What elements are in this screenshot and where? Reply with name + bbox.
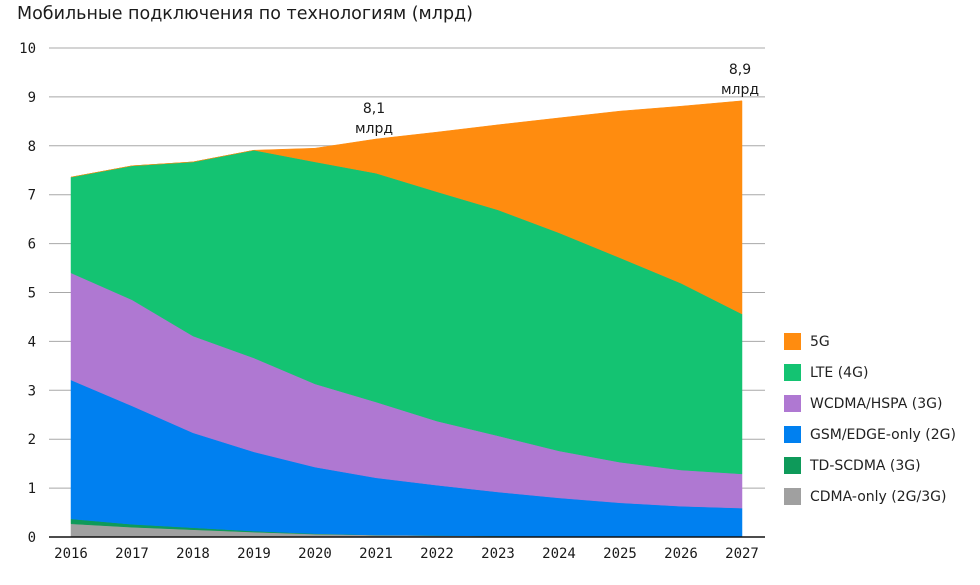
legend-item: 5G — [784, 326, 956, 357]
annotation-unit: млрд — [721, 82, 759, 98]
legend-item: WCDMA/HSPA (3G) — [784, 388, 956, 419]
y-tick-label: 9 — [28, 90, 36, 106]
annotation-value: 8,9 — [729, 62, 751, 78]
legend-item: LTE (4G) — [784, 357, 956, 388]
legend-swatch — [784, 426, 801, 443]
x-tick-label: 2019 — [237, 546, 271, 562]
legend-swatch — [784, 395, 801, 412]
x-tick-label: 2026 — [664, 546, 698, 562]
chart-title: Мобильные подключения по технологиям (мл… — [17, 4, 473, 24]
legend-swatch — [784, 364, 801, 381]
y-tick-label: 6 — [28, 237, 36, 253]
legend-swatch — [784, 457, 801, 474]
annotation-value: 8,1 — [363, 101, 385, 117]
y-tick-label: 10 — [19, 41, 36, 57]
legend-label: TD-SCDMA (3G) — [810, 457, 921, 474]
legend: 5G LTE (4G) WCDMA/HSPA (3G) GSM/EDGE-only (… — [784, 326, 956, 512]
x-tick-label: 2016 — [54, 546, 88, 562]
x-tick-label: 2017 — [115, 546, 149, 562]
x-tick-label: 2024 — [542, 546, 576, 562]
legend-item: GSM/EDGE-only (2G) — [784, 419, 956, 450]
y-tick-label: 8 — [28, 139, 36, 155]
x-tick-label: 2022 — [420, 546, 454, 562]
legend-label: WCDMA/HSPA (3G) — [810, 395, 943, 412]
y-tick-label: 2 — [28, 432, 36, 448]
x-tick-label: 2021 — [359, 546, 393, 562]
annotation-unit: млрд — [355, 121, 393, 137]
x-tick-labels: 2016 2017 2018 2019 2020 2021 2022 2023 2024 2025… — [54, 546, 759, 562]
y-tick-label: 0 — [28, 530, 36, 546]
area-5g — [70, 100, 743, 315]
x-tick-label: 2027 — [725, 546, 759, 562]
x-tick-label: 2025 — [603, 546, 637, 562]
legend-label: GSM/EDGE-only (2G) — [810, 426, 956, 443]
area-layers — [70, 100, 743, 538]
y-tick-label: 7 — [28, 188, 36, 204]
legend-label: CDMA-only (2G/3G) — [810, 488, 947, 505]
y-tick-labels: 0 1 2 3 4 5 6 7 8 9 10 — [19, 41, 36, 546]
annotations: 8,1 млрд 8,9 млрд — [355, 62, 759, 137]
legend-label: 5G — [810, 333, 830, 350]
legend-item: TD-SCDMA (3G) — [784, 450, 956, 481]
y-tick-label: 5 — [28, 286, 36, 302]
legend-swatch — [784, 488, 801, 505]
legend-swatch — [784, 333, 801, 350]
y-tick-label: 4 — [28, 334, 36, 350]
legend-item: CDMA-only (2G/3G) — [784, 481, 956, 512]
x-tick-label: 2023 — [481, 546, 515, 562]
y-tick-label: 3 — [28, 383, 36, 399]
y-tick-label: 1 — [28, 481, 36, 497]
x-tick-label: 2020 — [298, 546, 332, 562]
legend-label: LTE (4G) — [810, 364, 869, 381]
x-tick-label: 2018 — [176, 546, 210, 562]
